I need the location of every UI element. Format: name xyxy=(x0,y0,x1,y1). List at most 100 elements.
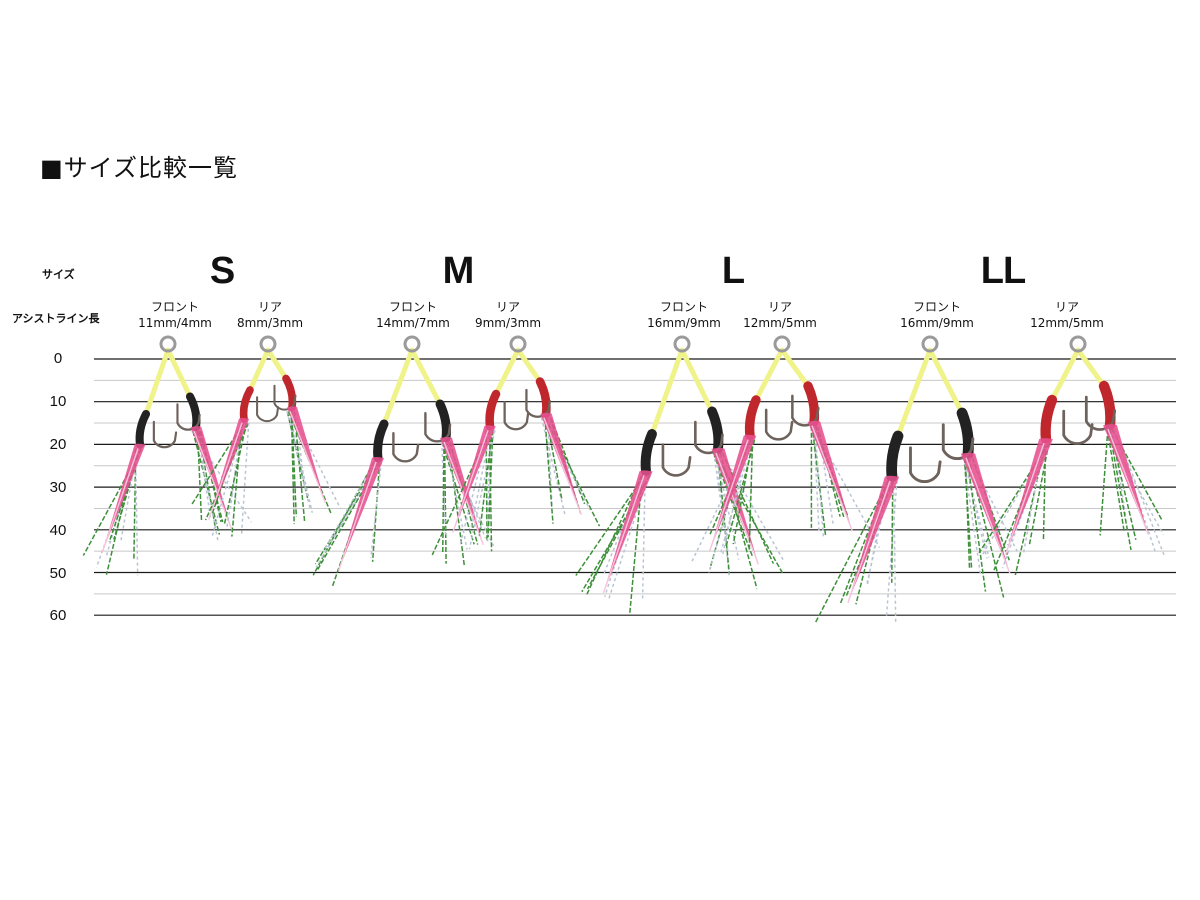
flasher-strand xyxy=(286,411,309,501)
size-heading-l: L xyxy=(721,250,745,292)
hook-caption-s-front: フロント 11mm/4mm xyxy=(120,299,230,331)
flasher-strand xyxy=(814,480,890,624)
flasher-strand xyxy=(542,417,591,511)
flasher-strand xyxy=(370,461,383,559)
skirt-highlight xyxy=(193,430,233,530)
flasher-strand xyxy=(966,457,987,592)
flasher-strand xyxy=(322,461,376,553)
flasher-strand xyxy=(120,448,139,542)
skirt xyxy=(847,475,900,603)
tube xyxy=(185,392,201,432)
flasher-strands xyxy=(712,452,786,589)
page-title: ■サイズ比較一覧 xyxy=(40,154,238,182)
skirt-highlight xyxy=(289,411,327,504)
skirt-highlight xyxy=(847,480,891,604)
flasher-strand xyxy=(1108,428,1132,551)
flasher-strand xyxy=(1113,428,1166,557)
rear-label: リア xyxy=(257,300,282,314)
flasher-strand xyxy=(478,430,494,536)
flasher-strand xyxy=(963,457,988,559)
flasher-strand xyxy=(231,422,243,537)
skirt xyxy=(208,417,250,520)
hook-caption-l-front: フロント 16mm/9mm xyxy=(629,299,739,331)
assist-length: 16mm/9mm xyxy=(647,316,721,330)
hook-point xyxy=(152,420,178,449)
skirt-highlight xyxy=(1107,428,1149,535)
flasher-strand xyxy=(544,417,554,524)
hook-point xyxy=(525,388,552,418)
assist-length: 12mm/5mm xyxy=(1030,316,1104,330)
flasher-strand xyxy=(240,422,250,537)
size-heading-ll: LL xyxy=(980,250,1026,292)
hook-point xyxy=(392,432,420,463)
assist-line-row-label: アシストライン長 xyxy=(12,312,100,325)
solid-ring xyxy=(403,335,421,353)
solid-ring xyxy=(773,335,791,353)
tube xyxy=(886,430,904,483)
tube xyxy=(485,389,501,431)
hook-pair-m-rear xyxy=(431,335,601,556)
skirt-highlight xyxy=(965,457,1011,574)
solid-ring xyxy=(1069,335,1087,353)
assist-line xyxy=(649,347,715,437)
flasher-strand xyxy=(885,480,898,619)
tube xyxy=(707,406,724,454)
assist-line xyxy=(1049,347,1107,403)
tube xyxy=(135,409,151,449)
assist-hook xyxy=(273,374,342,525)
assist-hook xyxy=(312,419,420,587)
hook-point xyxy=(424,412,452,443)
hook-point xyxy=(661,443,692,477)
flasher-strand xyxy=(469,430,492,532)
rear-label: リア xyxy=(1054,300,1079,314)
flasher-strand xyxy=(286,411,311,510)
assist-hook xyxy=(690,395,794,574)
assist-hook xyxy=(82,409,178,576)
flasher-strand xyxy=(288,411,313,513)
rear-label: リア xyxy=(495,300,520,314)
hook-caption-s-rear: リア 8mm/3mm xyxy=(215,299,325,331)
assist-hook xyxy=(190,386,280,537)
solid-ring xyxy=(673,335,691,353)
assist-length: 11mm/4mm xyxy=(138,316,212,330)
skirt xyxy=(603,470,653,593)
hook-caption-m-front: フロント 14mm/7mm xyxy=(358,299,468,331)
flasher-strand xyxy=(713,452,729,552)
flasher-strand xyxy=(811,425,881,548)
hook-caption-m-rear: リア 9mm/3mm xyxy=(453,299,563,331)
assist-hook xyxy=(814,430,942,625)
flasher-strand xyxy=(468,430,496,550)
assist-hook xyxy=(694,406,786,589)
assist-hook xyxy=(176,392,252,544)
skirt-highlight xyxy=(543,417,582,515)
tube xyxy=(640,429,657,477)
hook-point xyxy=(176,403,201,431)
solid-ring xyxy=(159,335,177,353)
hook-point xyxy=(791,394,820,427)
flasher-strand xyxy=(748,439,754,552)
skirt xyxy=(709,434,757,551)
size-heading-s: S xyxy=(209,250,235,292)
assist-hook xyxy=(525,377,601,527)
hook-point xyxy=(503,401,530,431)
assist-hook xyxy=(941,407,1020,598)
flasher-strand xyxy=(892,480,897,625)
scale-tick-label: 50 xyxy=(49,565,67,582)
skirt xyxy=(1005,438,1053,555)
flasher-strand xyxy=(690,439,752,564)
assist-line xyxy=(753,347,811,403)
hook-point xyxy=(256,396,280,423)
flasher-strand xyxy=(817,425,834,524)
flasher-strand xyxy=(725,439,756,547)
flasher-strand xyxy=(708,439,748,574)
flasher-strand xyxy=(487,430,494,538)
hook-pair-s-front xyxy=(82,335,252,576)
assist-line xyxy=(493,347,543,397)
flasher-strand xyxy=(981,442,1049,556)
skirt xyxy=(452,425,496,533)
flasher-strand xyxy=(641,475,646,600)
assist-length: 16mm/9mm xyxy=(900,316,974,330)
assist-line xyxy=(247,347,289,393)
front-label: フロント xyxy=(912,300,961,314)
